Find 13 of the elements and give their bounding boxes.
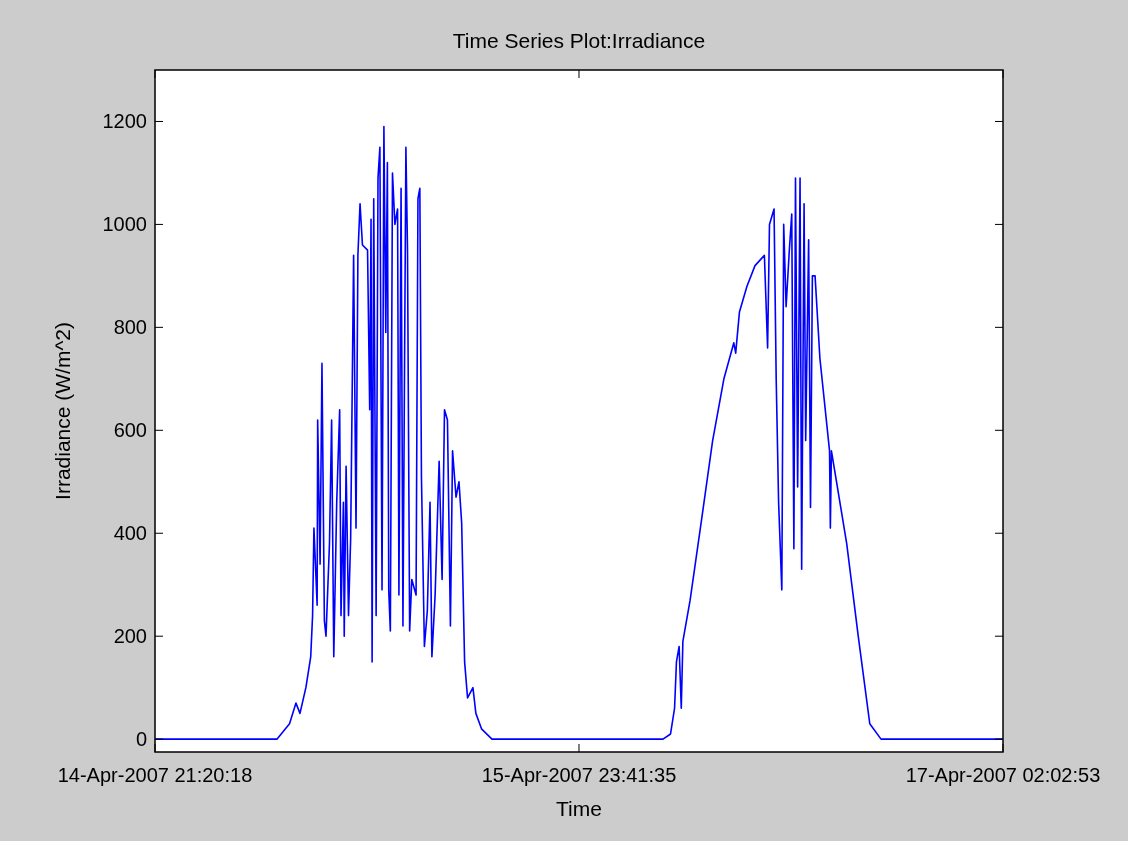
y-tick-label: 0 [135, 728, 147, 751]
y-tick-label: 1000 [102, 213, 147, 236]
x-axis-title: Time [556, 797, 602, 820]
y-tick-label: 1200 [102, 110, 147, 133]
x-tick-label: 15-Apr-2007 23:41:35 [481, 764, 677, 786]
y-tick-label: 800 [113, 316, 147, 339]
x-tick-label: 14-Apr-2007 21:20:18 [57, 764, 253, 786]
y-tick-label: 600 [113, 419, 147, 442]
chart-title: Time Series Plot:Irradiance [452, 29, 706, 52]
x-tick-label: 17-Apr-2007 02:02:53 [905, 764, 1101, 786]
y-axis-title: Irradiance (W/m^2) [51, 322, 74, 500]
y-tick-label: 200 [113, 625, 147, 648]
y-tick-label: 400 [113, 522, 147, 545]
